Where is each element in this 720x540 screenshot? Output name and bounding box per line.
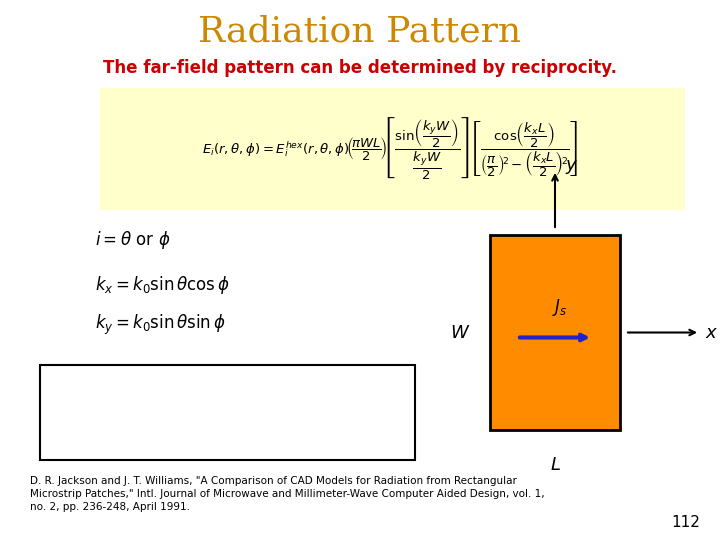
Text: horizontal electric dipole in the $x$ direction,: horizontal electric dipole in the $x$ di…: [58, 409, 397, 427]
Text: $i = \theta\ \mathrm{or}\ \phi$: $i = \theta\ \mathrm{or}\ \phi$: [95, 229, 171, 251]
Text: $J_s$: $J_s$: [552, 297, 568, 318]
Text: $E_i(r,\theta,\phi) = E_i^{hex}(r,\theta,\phi)\!\left(\!\dfrac{\pi WL}{2}\!\righ: $E_i(r,\theta,\phi) = E_i^{hex}(r,\theta…: [202, 115, 578, 181]
Bar: [490, 235, 620, 430]
Text: no. 2, pp. 236-248, April 1991.: no. 2, pp. 236-248, April 1991.: [30, 502, 190, 512]
Text: Radiation Pattern: Radiation Pattern: [199, 15, 521, 49]
Text: D. R. Jackson and J. T. Williams, "A Comparison of CAD Models for Radiation from: D. R. Jackson and J. T. Williams, "A Com…: [30, 476, 517, 486]
Text: $x$: $x$: [705, 323, 719, 341]
Text: $k_x = k_0 \sin\theta \cos\phi$: $k_x = k_0 \sin\theta \cos\phi$: [95, 274, 230, 296]
Text: $L$: $L$: [549, 456, 560, 474]
Text: $y$: $y$: [565, 158, 578, 176]
Text: $k_y = k_0 \sin\theta \sin\phi$: $k_y = k_0 \sin\theta \sin\phi$: [95, 313, 225, 337]
Bar: [40, 365, 415, 460]
Text: sitting on top of the substrate.: sitting on top of the substrate.: [106, 438, 349, 452]
Text: The “hex” pattern is for a: The “hex” pattern is for a: [125, 383, 329, 397]
Bar: [100, 88, 685, 210]
Text: Microstrip Patches," Intl. Journal of Microwave and Millimeter-Wave Computer Aid: Microstrip Patches," Intl. Journal of Mi…: [30, 489, 544, 499]
Text: $W$: $W$: [450, 323, 470, 341]
Text: The far-field pattern can be determined by reciprocity.: The far-field pattern can be determined …: [103, 59, 617, 77]
Text: 112: 112: [671, 515, 700, 530]
